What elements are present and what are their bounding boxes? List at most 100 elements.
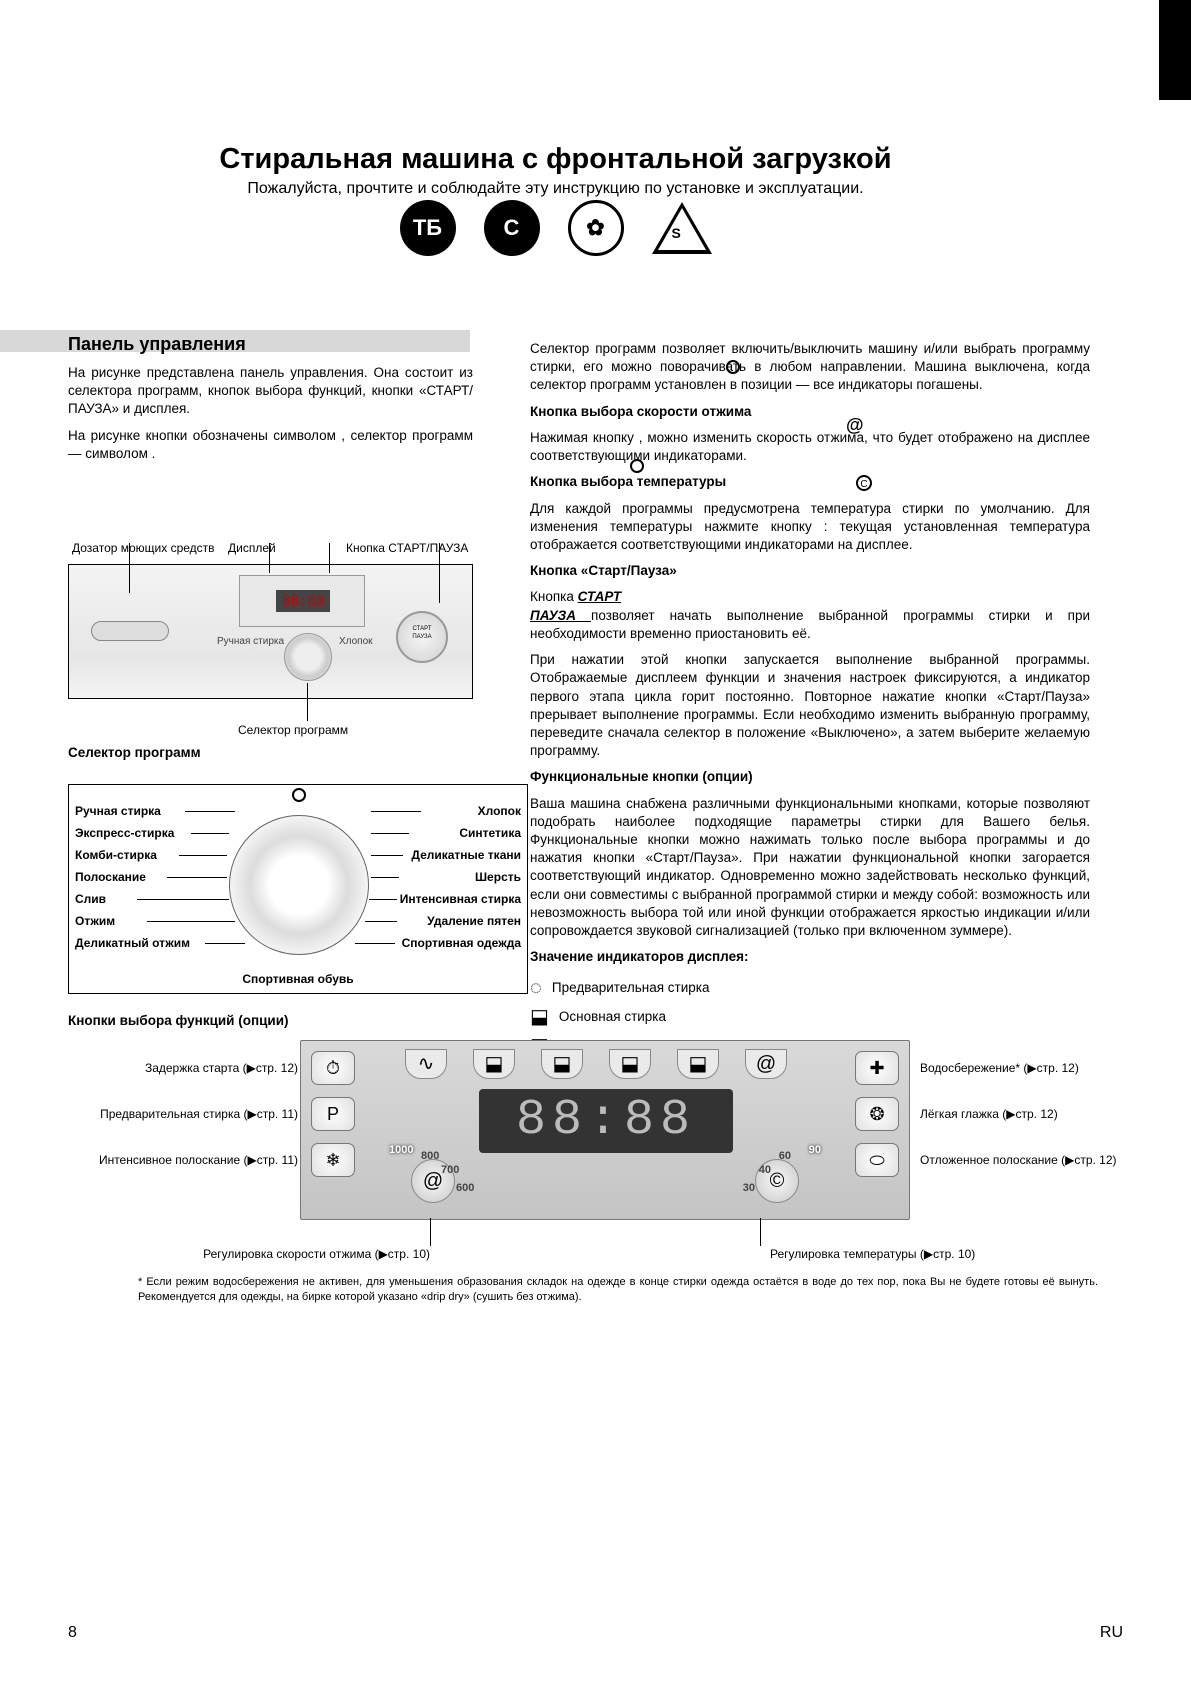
temp-body: Для каждой программы предусмотрена темпе… [530, 500, 1090, 555]
lead [371, 811, 421, 812]
spin-value: 1000 [389, 1143, 413, 1158]
phase-indicator-row: ∿ ⬓ ⬓ ⬓ ⬓ @ [405, 1049, 787, 1079]
mini-rotary-knob [284, 633, 332, 681]
lead-spin: Регулировка скорости отжима (▶стр. 10) [200, 1246, 430, 1262]
water-saving-button[interactable]: ✚ [855, 1051, 899, 1085]
subheading-temp: Кнопка выбора температуры [530, 473, 1090, 491]
subheading-spin: Кнопка выбора скорости отжима [530, 403, 1090, 421]
spin-value: 800 [421, 1149, 439, 1164]
selector-body: Селектор программ позволяет включить/вык… [530, 340, 1090, 395]
intro-para-2: На рисунке кнопки обозначены символом , … [68, 427, 473, 463]
intensive-rinse-button[interactable]: ❄ [311, 1143, 355, 1177]
page-number-left: 8 [68, 1622, 77, 1644]
prog-label: Деликатные ткани [411, 847, 521, 863]
temp-value: 90 [809, 1143, 821, 1158]
phase-indicator: ⬓ [473, 1049, 515, 1079]
prog-label: Шерсть [475, 869, 521, 885]
lead-light: Лёгкая глажка (▶стр. 12) [920, 1106, 1150, 1122]
subheading-selector: Селектор программ [68, 744, 201, 762]
lead [137, 899, 229, 900]
cert-leaf-icon: ✿ [568, 200, 624, 256]
mini-panel-figure: 88:88 СТАРТПАУЗА Ручная стирка Хлопок [68, 564, 473, 699]
prewash-button[interactable]: P [311, 1097, 355, 1131]
iron-icon: ❂ [869, 1102, 884, 1126]
start-body-1: Кнопка СТАРТПАУЗА позволяет начать выпол… [530, 588, 1090, 643]
delay-start-button[interactable]: ⏱ [311, 1051, 355, 1085]
lead [371, 833, 409, 834]
prog-label: Полоскание [75, 869, 146, 885]
temp-value: 60 [779, 1149, 791, 1164]
prog-label: Деликатный отжим [75, 935, 190, 951]
page-number-right: RU [1100, 1622, 1123, 1644]
page-subtitle: Пожалуйста, прочтите и соблюдайте эту ин… [0, 178, 1111, 200]
section-heading: Панель управления [68, 330, 246, 356]
waterplus-icon: ✚ [869, 1056, 884, 1080]
certification-badges: ТБ С ✿ S [0, 200, 1111, 256]
spin-value: 600 [456, 1181, 474, 1196]
intro-para-1: На рисунке представлена панель управлени… [68, 364, 473, 419]
cert-pc-icon: С [484, 200, 540, 256]
temp-icon-inline: C [856, 475, 872, 491]
start-body-2: При нажатии этой кнопки запускается выпо… [530, 651, 1090, 760]
lead [760, 1218, 761, 1246]
function-panel-figure: ⏱ P ❄ ✚ ❂ ⬭ ∿ ⬓ ⬓ ⬓ ⬓ @ 88:88 @ © 1000 8… [300, 1040, 910, 1220]
stage-indicator-title: Значение индикаторов дисплея: [530, 948, 1090, 966]
prog-label: Синтетика [459, 825, 521, 841]
prog-label: Слив [75, 891, 106, 907]
temp-value: 40 [759, 1163, 771, 1178]
easy-iron-button[interactable]: ❂ [855, 1097, 899, 1131]
lead [365, 921, 397, 922]
lead [147, 921, 235, 922]
lead [185, 811, 235, 812]
callout-display: Дисплей [228, 540, 276, 556]
mini-display-seg: 88:88 [276, 590, 330, 612]
lead-intensive: Интенсивное полоскание (▶стр. 11) [68, 1152, 298, 1168]
stage-label: Предварительная стирка [552, 979, 710, 997]
rinsehold-icon: ⬭ [869, 1148, 884, 1172]
mini-display: 88:88 [239, 575, 365, 627]
prog-label: Спортивная одежда [402, 935, 521, 951]
prog-label: Экспресс-стирка [75, 825, 174, 841]
lead [179, 855, 227, 856]
footnote: * Если режим водосбережения не активен, … [138, 1275, 1098, 1305]
intensive-icon: ❄ [325, 1148, 340, 1172]
spin-btn-icon-inline [630, 459, 644, 473]
lead-line [307, 683, 308, 721]
temp-value: 30 [743, 1181, 755, 1196]
prewash-icon: P [327, 1102, 339, 1126]
cert-triangle-icon: S [652, 202, 712, 254]
phase-indicator: @ [745, 1049, 787, 1079]
lead [371, 877, 399, 878]
page-edge-tab [1159, 0, 1191, 100]
lead-delay: Задержка старта (▶стр. 12) [68, 1060, 298, 1076]
subheading-func: Функциональные кнопки (опции) [530, 768, 1090, 786]
phase-indicator: ∿ [405, 1049, 447, 1079]
lead [369, 899, 397, 900]
spin-icon-inline: @ [846, 413, 864, 437]
spin-body: Нажимая кнопку , можно изменить скорость… [530, 429, 1090, 465]
cert-tb-icon: ТБ [400, 200, 456, 256]
stage-label: Основная стирка [559, 1008, 666, 1026]
func-body: Ваша машина снабжена различными функцион… [530, 795, 1090, 941]
lead [167, 877, 227, 878]
mainwash-icon: ⬓ [530, 1004, 549, 1031]
callout-rotary: Селектор программ [238, 722, 348, 738]
clock-icon: ⏱ [326, 1056, 340, 1080]
prewash-icon: ◌ [530, 975, 542, 1002]
lead [430, 1218, 431, 1246]
detergent-drawer-handle [91, 621, 169, 641]
off-icon-inline [726, 360, 740, 374]
rinse-hold-button[interactable]: ⬭ [855, 1143, 899, 1177]
mini-start-button: СТАРТПАУЗА [396, 611, 448, 663]
lead-watersafe: Водосбережение* (▶стр. 12) [920, 1060, 1150, 1076]
subheading-functions: Кнопки выбора функций (опции) [68, 1012, 289, 1030]
prog-label: Ручная стирка [75, 803, 161, 819]
program-rotary-knob [229, 815, 369, 955]
prog-label: Хлопок [478, 803, 521, 819]
program-selector-figure: Ручная стирка Экспресс-стирка Комби-стир… [68, 784, 528, 994]
callout-dispenser: Дозатор моющих средств [72, 540, 215, 556]
right-column: Селектор программ позволяет включить/вык… [530, 340, 1090, 1120]
off-position-icon [292, 788, 306, 802]
lead [191, 833, 229, 834]
phase-indicator: ⬓ [609, 1049, 651, 1079]
